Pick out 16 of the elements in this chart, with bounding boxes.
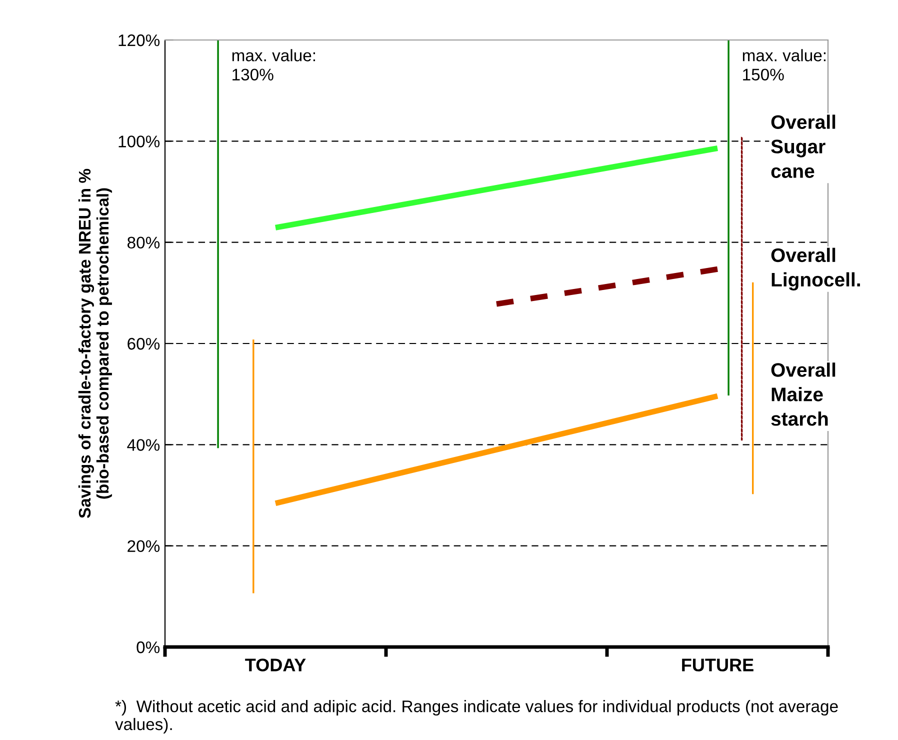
y-tick-label: 40% — [127, 439, 160, 451]
y-tick-label: 20% — [128, 540, 160, 552]
y-tick-label: 0% — [136, 641, 160, 654]
y-axis-title: Savings of cradle-to-factory gate NREU in % (bio-based compared to petrochemical) — [78, 168, 112, 518]
text: *) Without acetic acid and adipic acid. Ranges indicate values for individual products (not average values). — [115, 700, 838, 734]
text: Overall Sugar cane — [771, 114, 836, 178]
y-tick-label: 60% — [128, 338, 160, 350]
x-tick-label: TODAY — [245, 658, 306, 672]
text: Overall Lignocell. — [771, 248, 860, 290]
y-tick-label: 80% — [128, 236, 160, 249]
y-tick-label: 100% — [118, 136, 160, 148]
text: Overall Maize starch — [771, 362, 836, 426]
annotation: max. value: 130% — [232, 49, 315, 81]
x-tick-label: FUTURE — [682, 658, 754, 672]
y-tick-label: 120% — [118, 34, 160, 46]
annotation: max. value: 150% — [742, 49, 826, 81]
